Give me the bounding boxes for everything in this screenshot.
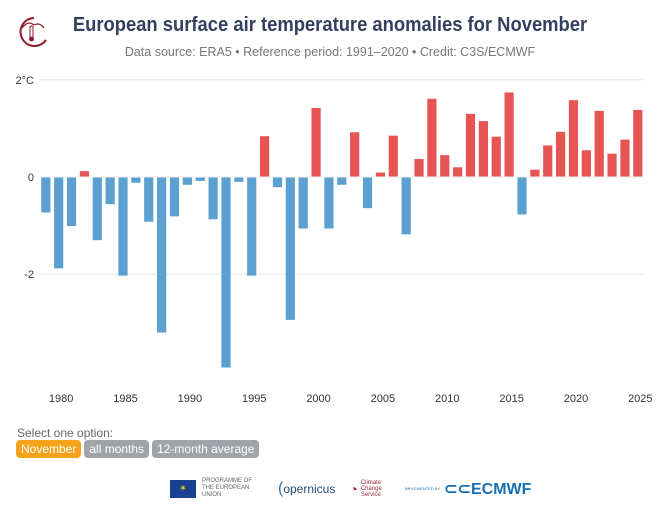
bar-2014 — [491, 136, 501, 177]
bar-1990 — [182, 177, 192, 185]
bar-1981 — [66, 177, 77, 227]
bar-1983 — [92, 177, 102, 241]
chart-title: European surface air temperature anomali… — [72, 14, 588, 36]
option-buttons: November all months 12-month average — [16, 440, 260, 458]
bar-1986 — [131, 177, 141, 183]
chart-subtitle: Data source: ERA5 • Reference period: 19… — [124, 45, 536, 59]
eu-logo: ✶ PROGRAMME OF THE EUROPEAN UNION — [170, 478, 264, 499]
bar-2016 — [517, 177, 527, 215]
footer-logos: ✶ PROGRAMME OF THE EUROPEAN UNION ( oper… — [170, 478, 531, 499]
bar-1980 — [54, 177, 64, 269]
x-tick-label: 2015 — [499, 393, 523, 405]
bar-1993 — [221, 177, 231, 368]
bar-2001 — [324, 177, 334, 229]
bar-1996 — [259, 136, 270, 177]
x-tick-label: 2025 — [628, 393, 652, 405]
bar-2025 — [633, 109, 643, 177]
bar-2020 — [568, 100, 579, 177]
x-tick-label: 1990 — [178, 393, 202, 405]
bar-1989 — [169, 177, 180, 217]
x-tick-label: 1995 — [242, 393, 266, 405]
bar-2013 — [478, 121, 488, 177]
bar-2002 — [337, 177, 347, 185]
bar-1985 — [118, 177, 128, 276]
x-tick-label: 1985 — [113, 393, 137, 405]
bar-1979 — [41, 177, 51, 213]
bar-2022 — [594, 110, 604, 177]
eu-flag-icon: ✶ — [170, 479, 196, 498]
bar-2017 — [530, 169, 540, 177]
bar-2024 — [620, 139, 630, 177]
bar-1987 — [144, 177, 154, 222]
options-label: Select one option: — [17, 426, 114, 440]
sponsor-text: IMPLEMENTED BY — [404, 486, 441, 491]
bar-2021 — [581, 150, 591, 177]
ecmwf-logo: IMPLEMENTED BY ⊂⊂ECMWF — [405, 479, 532, 499]
cds-logo: ◔ Climate Change Service — [349, 480, 390, 498]
ecmwf-text: ⊂⊂ECMWF — [444, 479, 531, 499]
x-tick-label: 2000 — [306, 393, 330, 405]
x-tick-label: 2010 — [435, 393, 459, 405]
bar-2003 — [350, 132, 360, 177]
bar-2023 — [607, 153, 617, 177]
bar-1999 — [298, 177, 308, 229]
x-tick-label: 2005 — [371, 393, 395, 405]
y-tick-label: -2 — [24, 269, 34, 281]
y-tick-label: 2°C — [16, 75, 35, 87]
bar-2019 — [556, 131, 566, 177]
option-november-button[interactable]: November — [16, 440, 82, 458]
eu-text: PROGRAMME OF THE EUROPEAN UNION — [202, 478, 253, 498]
bar-2006 — [388, 135, 398, 177]
bar-1982 — [79, 171, 90, 177]
y-tick-label: 0 — [28, 172, 34, 184]
bar-2015 — [504, 92, 514, 177]
bar-1995 — [247, 177, 257, 276]
copernicus-logo: ( opernicus — [278, 480, 335, 498]
cds-thermometer-icon: ◔ — [349, 480, 358, 497]
climate-change-service-logo-icon — [14, 14, 50, 55]
option-12-month-average-button[interactable]: 12-month average — [152, 440, 260, 458]
option-all-months-button[interactable]: all months — [84, 440, 150, 458]
bar-2012 — [465, 113, 476, 177]
bar-2011 — [453, 167, 463, 177]
ecmwf-swirl-icon: ⊂⊂ — [444, 480, 471, 498]
bar-chart: 2°C 0 -2 1980 1985 1990 1995 2000 2005 2010 2015 20… — [16, 75, 653, 405]
bar-2018 — [543, 145, 553, 177]
bar-2009 — [427, 98, 437, 177]
bar-1997 — [272, 177, 283, 188]
bar-2007 — [401, 177, 411, 235]
ecmwf-name: ECMWF — [470, 480, 532, 498]
copernicus-c-icon: ( — [278, 479, 284, 497]
bar-1998 — [285, 177, 295, 320]
bar-2000 — [311, 107, 321, 177]
bar-2008 — [414, 159, 424, 177]
bar-2010 — [440, 155, 450, 177]
bar-1992 — [208, 177, 218, 220]
copernicus-text: opernicus — [283, 481, 336, 496]
x-tick-label: 2020 — [564, 393, 588, 405]
bar-1984 — [105, 177, 115, 205]
bar-1988 — [157, 177, 167, 333]
x-tick-label: 1980 — [49, 393, 73, 405]
cds-text: Climate Change Service — [360, 479, 382, 498]
bar-2005 — [375, 172, 386, 177]
bar-1991 — [195, 177, 205, 181]
bar-2004 — [362, 177, 373, 209]
bar-1994 — [234, 177, 244, 182]
